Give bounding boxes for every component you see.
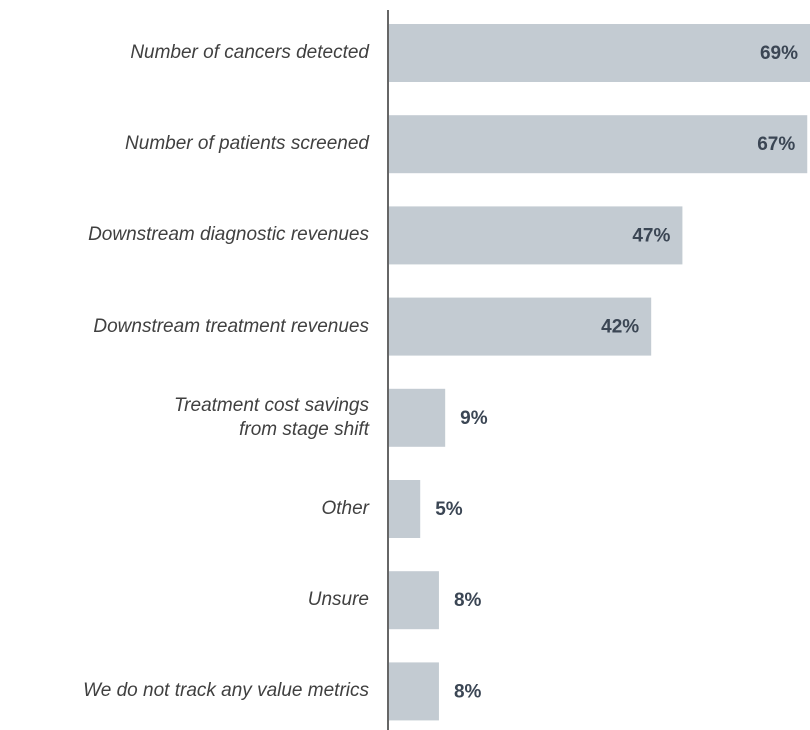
bar	[389, 297, 652, 356]
value-label: 47%	[632, 225, 670, 246]
value-label: 67%	[757, 134, 795, 155]
category-label: Number of patients screened	[125, 133, 369, 155]
category-label: We do not track any value metrics	[83, 680, 369, 702]
bar	[389, 388, 446, 447]
category-label: Downstream treatment revenues	[93, 315, 369, 337]
value-label: 42%	[601, 317, 639, 338]
bar	[389, 662, 439, 721]
category-label: Treatment cost savings from stage shift	[173, 394, 369, 440]
category-label: Unsure	[307, 589, 369, 611]
category-label: Downstream diagnostic revenues	[88, 224, 369, 246]
category-label: Number of cancers detected	[130, 42, 369, 63]
bar	[389, 115, 808, 174]
category-label: Other	[321, 498, 369, 519]
bar	[389, 571, 439, 630]
value-label: 5%	[435, 499, 463, 520]
bar	[389, 206, 683, 265]
value-label: 69%	[760, 43, 798, 64]
bar	[389, 24, 810, 82]
bar	[389, 480, 421, 538]
value-label: 8%	[454, 681, 482, 702]
value-label: 8%	[454, 590, 482, 611]
value-label: 9%	[460, 408, 488, 429]
